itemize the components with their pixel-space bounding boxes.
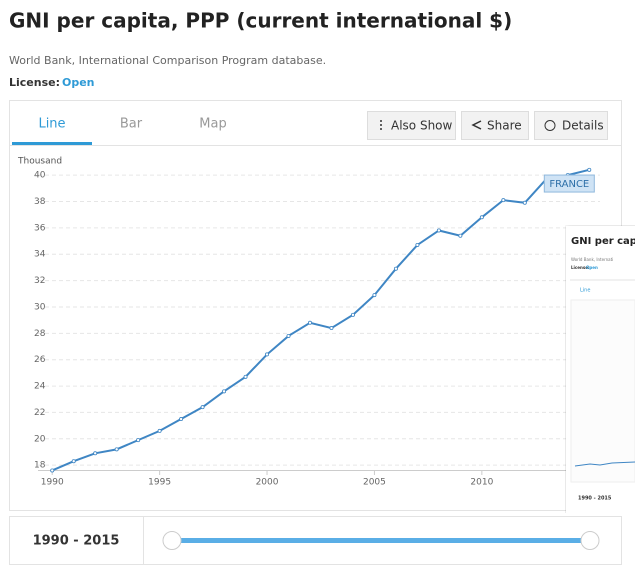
y-tick-label: 32 <box>34 276 45 286</box>
share-button[interactable]: Share <box>462 112 529 140</box>
data-point <box>437 229 440 232</box>
details-button[interactable]: Details <box>535 112 608 140</box>
slider-handle-start[interactable] <box>163 532 181 550</box>
preview-plot <box>571 300 635 482</box>
data-point <box>287 334 290 337</box>
slider-handle-end[interactable] <box>581 532 599 550</box>
chart-panel <box>10 101 622 511</box>
data-point <box>244 375 247 378</box>
data-point <box>265 353 268 356</box>
y-tick-label: 34 <box>34 250 46 260</box>
data-point <box>72 460 75 463</box>
y-tick-label: 36 <box>34 223 46 233</box>
page: GNI per capita, PPP (current internation… <box>0 0 635 569</box>
data-point <box>158 429 161 432</box>
y-tick-label: 30 <box>34 302 46 312</box>
y-tick-label: 40 <box>34 171 46 181</box>
data-point <box>459 234 462 237</box>
source: World Bank, International Comparison Pro… <box>9 54 326 67</box>
data-point <box>351 313 354 316</box>
x-tick-label: 2000 <box>256 478 279 488</box>
y-tick-label: 38 <box>34 197 46 207</box>
data-point <box>94 452 97 455</box>
data-point <box>222 390 225 393</box>
data-point <box>115 448 118 451</box>
x-tick-label: 1995 <box>148 478 171 488</box>
x-tick-label: 1990 <box>41 478 64 488</box>
page-title: GNI per capita, PPP (current internation… <box>9 9 512 33</box>
data-point <box>416 243 419 246</box>
data-point <box>588 168 591 171</box>
button-label[interactable]: Also Show <box>391 119 453 133</box>
data-point <box>502 199 505 202</box>
tab-underline <box>12 142 92 145</box>
series-label: FRANCE <box>549 179 589 190</box>
y-tick-label: 28 <box>34 329 46 339</box>
y-tick-label: 22 <box>34 408 45 418</box>
data-point <box>394 267 397 270</box>
license-label: License: <box>9 76 60 89</box>
icon <box>380 124 382 126</box>
preview-card: GNI per cap World Bank, Internati Licens… <box>566 226 635 516</box>
data-point <box>180 417 183 420</box>
y-axis-label: Thousand <box>17 157 62 167</box>
data-point <box>51 469 54 472</box>
also-show-button[interactable]: Also Show <box>368 112 456 140</box>
y-tick-label: 26 <box>34 355 46 365</box>
data-point <box>523 201 526 204</box>
preview-license-link: Open <box>586 265 598 270</box>
data-point <box>308 321 311 324</box>
data-point <box>201 406 204 409</box>
preview-source: World Bank, Internati <box>571 257 613 262</box>
button-label[interactable]: Share <box>487 119 522 133</box>
icon <box>380 128 382 130</box>
slider-range-label: 1990 - 2015 <box>33 534 120 549</box>
tab-label[interactable]: Map <box>199 117 226 132</box>
preview-title: GNI per cap <box>571 236 635 247</box>
y-tick-label: 24 <box>34 382 46 392</box>
preview-tab: Line <box>580 288 590 294</box>
icon <box>380 120 382 122</box>
data-point <box>373 293 376 296</box>
button-label[interactable]: Details <box>562 119 604 133</box>
slider-track[interactable] <box>172 538 590 543</box>
tab-label[interactable]: Bar <box>120 117 143 132</box>
tab-label[interactable]: Line <box>38 117 65 132</box>
data-point <box>137 439 140 442</box>
x-tick-label: 2005 <box>363 478 386 488</box>
data-point <box>330 326 333 329</box>
data-point <box>480 216 483 219</box>
license-link[interactable]: Open <box>62 76 95 89</box>
preview-range: 1990 - 2015 <box>578 496 612 502</box>
x-tick-label: 2010 <box>470 478 493 488</box>
y-tick-label: 20 <box>34 434 46 444</box>
y-tick-label: 18 <box>34 461 46 471</box>
